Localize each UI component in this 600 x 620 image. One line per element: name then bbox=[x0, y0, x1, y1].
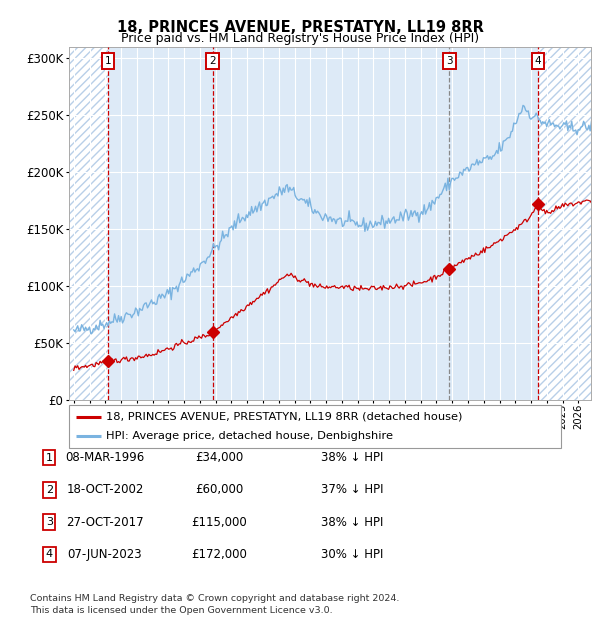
Text: 4: 4 bbox=[535, 56, 541, 66]
Text: 08-MAR-1996: 08-MAR-1996 bbox=[65, 451, 145, 464]
Text: Contains HM Land Registry data © Crown copyright and database right 2024.
This d: Contains HM Land Registry data © Crown c… bbox=[30, 594, 400, 615]
Text: 38% ↓ HPI: 38% ↓ HPI bbox=[321, 516, 383, 528]
Text: £60,000: £60,000 bbox=[195, 484, 243, 496]
Text: 30% ↓ HPI: 30% ↓ HPI bbox=[321, 548, 383, 560]
Text: 18-OCT-2002: 18-OCT-2002 bbox=[67, 484, 143, 496]
Text: £172,000: £172,000 bbox=[191, 548, 247, 560]
Text: 18, PRINCES AVENUE, PRESTATYN, LL19 8RR: 18, PRINCES AVENUE, PRESTATYN, LL19 8RR bbox=[116, 20, 484, 35]
Text: 38% ↓ HPI: 38% ↓ HPI bbox=[321, 451, 383, 464]
Bar bbox=[69, 46, 108, 400]
Text: 27-OCT-2017: 27-OCT-2017 bbox=[66, 516, 144, 528]
Text: 18, PRINCES AVENUE, PRESTATYN, LL19 8RR (detached house): 18, PRINCES AVENUE, PRESTATYN, LL19 8RR … bbox=[106, 412, 462, 422]
Text: 3: 3 bbox=[46, 517, 53, 527]
Text: HPI: Average price, detached house, Denbighshire: HPI: Average price, detached house, Denb… bbox=[106, 432, 393, 441]
Text: 1: 1 bbox=[105, 56, 112, 66]
Text: 4: 4 bbox=[46, 549, 53, 559]
Text: Price paid vs. HM Land Registry's House Price Index (HPI): Price paid vs. HM Land Registry's House … bbox=[121, 32, 479, 45]
FancyBboxPatch shape bbox=[69, 405, 561, 448]
Text: £115,000: £115,000 bbox=[191, 516, 247, 528]
Text: 37% ↓ HPI: 37% ↓ HPI bbox=[321, 484, 383, 496]
Text: 3: 3 bbox=[446, 56, 452, 66]
Bar bbox=[538, 46, 591, 400]
Text: £34,000: £34,000 bbox=[195, 451, 243, 464]
Text: 07-JUN-2023: 07-JUN-2023 bbox=[68, 548, 142, 560]
Text: 2: 2 bbox=[209, 56, 216, 66]
Text: 1: 1 bbox=[46, 453, 53, 463]
Text: 2: 2 bbox=[46, 485, 53, 495]
